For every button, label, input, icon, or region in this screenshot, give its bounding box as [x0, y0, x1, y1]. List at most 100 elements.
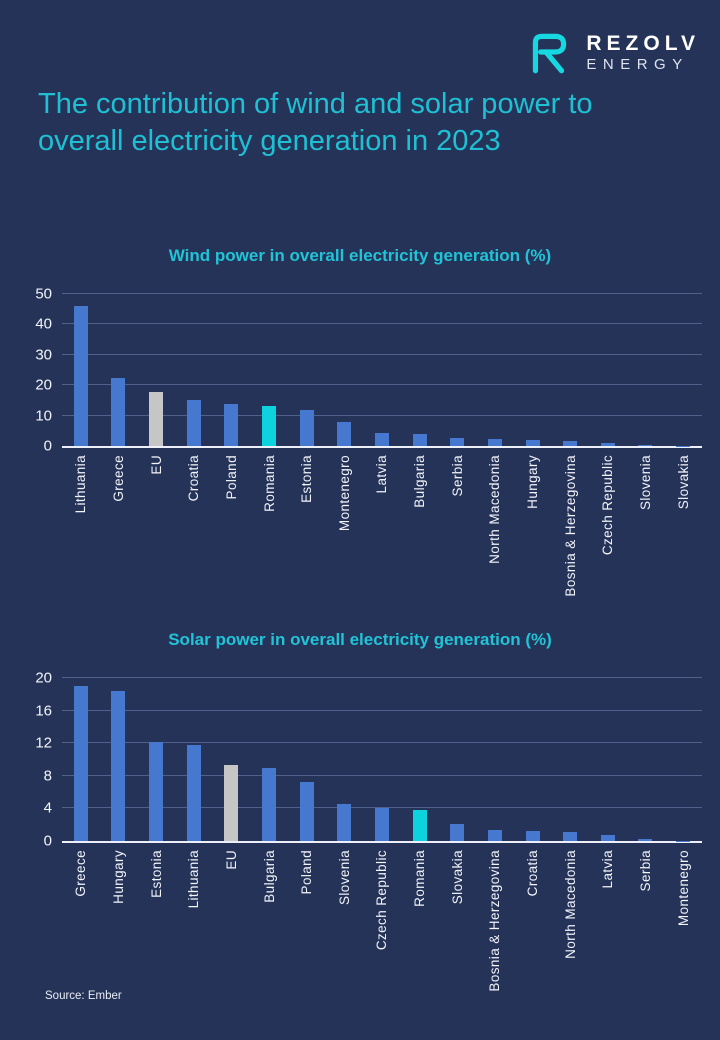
x-label-slot: Czech Republic: [589, 455, 627, 623]
brand-logo: REZOLV ENERGY: [524, 28, 700, 78]
gridline-20: [62, 677, 702, 678]
category-label: Montenegro: [675, 850, 691, 927]
bar-slot: [589, 294, 627, 446]
bar-slot: [100, 678, 138, 841]
category-label: Lithuania: [186, 850, 202, 909]
bar-slot: [551, 294, 589, 446]
bar-slot: [664, 678, 702, 841]
category-label: Montenegro: [336, 455, 352, 532]
bar-slot: [62, 294, 100, 446]
x-label-slot: Latvia: [363, 455, 401, 623]
bar-slot: [325, 678, 363, 841]
bar-estonia: [149, 742, 164, 841]
y-tick-label: 10: [35, 407, 52, 425]
page-title: The contribution of wind and solar power…: [38, 88, 593, 157]
bars-container: [62, 294, 702, 446]
category-label: Hungary: [525, 455, 540, 509]
bar-slot: [100, 294, 138, 446]
bar-slot: [363, 678, 401, 841]
bar-greece: [111, 378, 126, 446]
bar-slot: [288, 678, 326, 841]
brand-name-secondary: ENERGY: [586, 56, 689, 74]
category-label: Hungary: [110, 850, 126, 904]
x-label-slot: Romania: [401, 850, 439, 1002]
category-label: Slovenia: [637, 455, 653, 510]
bar-slot: [476, 294, 514, 446]
bar-poland: [299, 781, 314, 841]
y-tick-label: 16: [35, 702, 52, 720]
category-label: Bulgaria: [261, 850, 277, 903]
category-label: Estonia: [148, 850, 164, 898]
bar-slot: [551, 678, 589, 841]
bar-croatia: [525, 831, 540, 841]
category-label: EU: [223, 850, 239, 870]
bar-slot: [250, 678, 288, 841]
bar-estonia: [299, 410, 314, 446]
x-label-slot: Greece: [62, 850, 100, 1002]
bar-slot: [363, 294, 401, 446]
category-label: Slovenia: [336, 850, 352, 905]
wind-chart-title: Wind power in overall electricity genera…: [168, 246, 552, 265]
bar-lithuania: [186, 744, 201, 841]
category-label: Serbia: [637, 850, 653, 892]
bar-hungary: [111, 691, 126, 841]
bar-slot: [401, 294, 439, 446]
bar-bulgaria: [412, 433, 427, 446]
bar-slot: [288, 294, 326, 446]
wind-chart: Wind power in overall electricity genera…: [0, 246, 720, 623]
gridline-8: [62, 774, 702, 776]
y-tick-label: 12: [35, 734, 52, 752]
bar-slot: [438, 294, 476, 446]
x-label-slot: Serbia: [438, 455, 476, 623]
bar-eu: [149, 392, 164, 446]
x-label-slot: North Macedonia: [476, 455, 514, 623]
x-label-slot: Czech Republic: [363, 850, 401, 1002]
bar-slot: [438, 678, 476, 841]
x-label-slot: Bosnia & Herzegovina: [551, 455, 589, 623]
bar-romania: [262, 405, 277, 446]
bar-lithuania: [73, 306, 88, 446]
category-label: EU: [148, 455, 164, 475]
bar-slot: [589, 678, 627, 841]
bar-slovakia: [450, 823, 465, 841]
y-tick-label: 20: [35, 376, 52, 394]
bar-slot: [213, 294, 251, 446]
brand-wordmark: REZOLV ENERGY: [586, 32, 700, 74]
bar-serbia: [450, 438, 465, 446]
bar-slot: [137, 294, 175, 446]
y-tick-label: 4: [43, 799, 52, 817]
bar-latvia: [374, 432, 389, 446]
bar-czech-republic: [600, 443, 615, 446]
category-label: Poland: [299, 850, 315, 895]
solar-x-labels: Greece Hungary Estonia Lithuania EU Bulgaria P…: [62, 850, 702, 1002]
category-label: Latvia: [374, 455, 390, 494]
y-tick-label: 8: [43, 767, 52, 785]
bar-north-macedonia: [563, 832, 578, 841]
bar-croatia: [186, 399, 201, 446]
solar-chart: Solar power in overall electricity gener…: [0, 630, 720, 1002]
x-label-slot: Croatia: [514, 850, 552, 1002]
bar-slot: [325, 294, 363, 446]
x-label-slot: Slovenia: [627, 455, 665, 623]
bar-eu: [224, 765, 239, 841]
bar-bosnia-herzegovina: [487, 829, 502, 841]
x-label-slot: Montenegro: [325, 455, 363, 623]
gridline-12: [62, 742, 702, 744]
gridline-20: [62, 384, 702, 386]
gridline-10: [62, 414, 702, 416]
y-tick-label: 0: [43, 832, 52, 850]
bar-poland: [224, 404, 239, 446]
bar-slot: [137, 678, 175, 841]
bar-bulgaria: [262, 768, 277, 841]
bar-slot: [514, 678, 552, 841]
bar-slovenia: [638, 445, 653, 446]
bar-slot: [627, 294, 665, 446]
bar-greece: [73, 686, 88, 841]
category-label: Croatia: [186, 455, 202, 502]
x-label-slot: Croatia: [175, 455, 213, 623]
solar-chart-title: Solar power in overall electricity gener…: [168, 630, 552, 649]
category-label: Romania: [412, 850, 428, 907]
wind-plot: 0 10 20 30 40 50: [35, 286, 702, 455]
x-label-slot: Hungary: [514, 455, 552, 623]
